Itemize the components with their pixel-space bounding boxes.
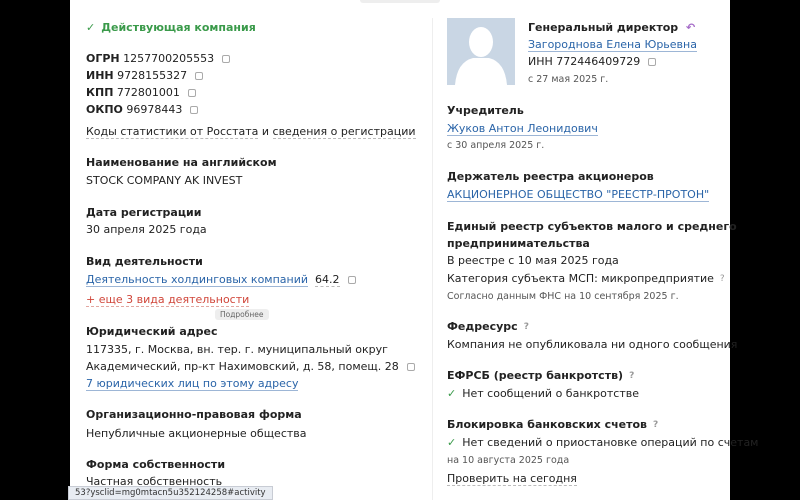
registration-title: Дата регистрации [86, 206, 202, 219]
efrsb-title-row: ЕФРСБ (реестр банкротств)? [447, 368, 634, 384]
copy-icon[interactable] [187, 89, 196, 97]
okpo-row: ОКПО 96978443 [86, 102, 199, 118]
copy-icon[interactable] [406, 363, 415, 371]
fedresurs-title-row: Федресурс? [447, 319, 529, 335]
msp-title-cont: предпринимательства [447, 237, 590, 250]
rosstat-codes-link[interactable]: Коды статистики от Росстата [86, 125, 259, 139]
founder-title: Учредитель [447, 104, 524, 117]
director-title-row: Генеральный директор ↶ [528, 20, 695, 36]
fedresurs-title: Федресурс [447, 320, 518, 333]
msp-title: Единый реестр субъектов малого и среднег… [447, 220, 737, 233]
msp-category: Категория субъекта МСП: микропредприятие [447, 272, 714, 285]
inn-row: ИНН 9728155327 [86, 68, 204, 84]
blocking-value: Нет сведений о приостановке операций по … [462, 436, 759, 449]
ownership-title: Форма собственности [86, 458, 226, 471]
more-activities-link[interactable]: + еще 3 вида деятельности [86, 293, 250, 307]
efrsb-title: ЕФРСБ (реестр банкротств) [447, 369, 624, 382]
id-value: 772801001 [116, 86, 180, 99]
id-value: 1257700205553 [123, 52, 215, 65]
copy-icon[interactable] [347, 276, 356, 284]
ownership-value: Частная собственность [86, 475, 223, 488]
id-label: ОГРН [86, 52, 120, 65]
check-icon: ✓ [447, 436, 457, 449]
id-label: ИНН [86, 69, 114, 82]
efrsb-row: ✓ Нет сообщений о банкротстве [447, 386, 639, 402]
msp-since: В реестре с 10 мая 2025 года [447, 254, 619, 267]
efrsb-value: Нет сообщений о банкротстве [462, 387, 639, 400]
column-divider [432, 18, 433, 500]
status-badge: ✓ Действующая компания [86, 20, 256, 36]
founder-link[interactable]: Жуков Антон Леонидович [447, 122, 598, 136]
activity-code[interactable]: 64.2 [315, 273, 340, 287]
rosstat-links: Коды статистики от Росстата и сведения о… [86, 124, 416, 140]
help-icon[interactable]: ? [629, 371, 635, 381]
director-inn-row: ИНН 772446409729 [528, 54, 657, 70]
help-icon[interactable]: ? [523, 322, 529, 332]
legal-form-title: Организационно-правовая форма [86, 408, 302, 421]
fedresurs-value: Компания не опубликовала ни одного сообщ… [447, 338, 738, 351]
address-line2-row: Академический, пр-кт Нахимовский, д. 58,… [86, 359, 415, 375]
check-today-link[interactable]: Проверить на сегодня [447, 472, 577, 486]
conjunction: и [261, 125, 270, 138]
history-icon[interactable]: ↶ [685, 21, 696, 34]
avatar-placeholder-icon [447, 18, 515, 85]
help-icon[interactable]: ? [653, 420, 659, 430]
copy-icon[interactable] [195, 72, 204, 80]
id-value: 9728155327 [117, 69, 188, 82]
activity-title: Вид деятельности [86, 255, 203, 268]
msp-source: Согласно данным ФНС на 10 сентября 2025 … [447, 291, 679, 302]
english-name-title: Наименование на английском [86, 156, 277, 169]
blocking-row: ✓ Нет сведений о приостановке операций по… [447, 435, 758, 451]
kpp-row: КПП 772801001 [86, 85, 196, 101]
blocking-title-row: Блокировка банковских счетов? [447, 417, 658, 433]
director-since: с 27 мая 2025 г. [528, 74, 609, 85]
registrar-title: Держатель реестра акционеров [447, 170, 654, 183]
ogrn-row: ОГРН 1257700205553 [86, 51, 231, 67]
registrar-link[interactable]: АКЦИОНЕРНОЕ ОБЩЕСТВО "РЕЕСТР-ПРОТОН" [447, 188, 710, 202]
copy-icon[interactable] [648, 58, 657, 66]
activity-link[interactable]: Деятельность холдинговых компаний [86, 273, 309, 287]
browser-status-url: 53?ysclid=mg0mtacn5u352124258#activity [68, 486, 273, 500]
copy-icon[interactable] [222, 55, 231, 63]
activity-main: Деятельность холдинговых компаний 64.2 [86, 272, 356, 288]
id-value: 96978443 [126, 103, 183, 116]
id-label: ОКПО [86, 103, 123, 116]
check-icon: ✓ [86, 21, 96, 34]
same-address-link[interactable]: 7 юридических лиц по этому адресу [86, 377, 299, 391]
english-name-value: STOCK COMPANY AK INVEST [86, 174, 243, 187]
director-link[interactable]: Загороднова Елена Юрьевна [528, 38, 697, 52]
copy-icon[interactable] [190, 106, 199, 114]
id-label: КПП [86, 86, 114, 99]
legal-form-value: Непубличные акционерные общества [86, 427, 307, 440]
company-card: ✓ Действующая компания ОГРН 1257700205553… [70, 0, 758, 500]
director-title: Генеральный директор [528, 21, 679, 34]
registration-info-link[interactable]: сведения о регистрации [272, 125, 416, 139]
tooltip: Подробнее [215, 309, 269, 320]
blocking-date: на 10 августа 2025 года [447, 455, 570, 466]
help-icon[interactable]: ? [719, 274, 725, 284]
registration-value: 30 апреля 2025 года [86, 223, 207, 236]
address-line1: 117335, г. Москва, вн. тер. г. муниципал… [86, 343, 388, 356]
founder-since: с 30 апреля 2025 г. [447, 140, 545, 151]
msp-category-row: Категория субъекта МСП: микропредприятие… [447, 271, 725, 287]
address-title: Юридический адрес [86, 325, 218, 338]
top-tab-shadow [360, 0, 440, 3]
address-line2: Академический, пр-кт Нахимовский, д. 58,… [86, 360, 399, 373]
status-label: Действующая компания [101, 21, 256, 34]
director-inn: ИНН 772446409729 [528, 55, 641, 68]
check-icon: ✓ [447, 387, 457, 400]
blocking-title: Блокировка банковских счетов [447, 418, 648, 431]
